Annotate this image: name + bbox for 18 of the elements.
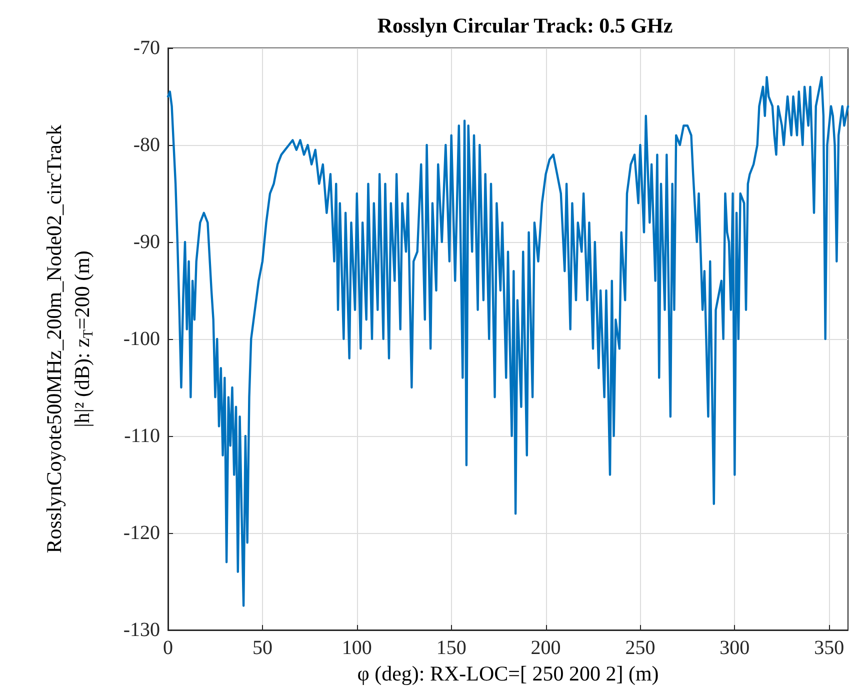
x-tick-label: 200 xyxy=(530,637,561,659)
line-series xyxy=(166,76,850,607)
x-axis-title: φ (deg): RX-LOC=[ 250 200 2] (m) xyxy=(357,661,659,686)
x-tick-label: 350 xyxy=(814,637,844,659)
y-tick-label: -110 xyxy=(124,425,160,447)
y-tick-label: -70 xyxy=(133,37,160,59)
x-tick-label: 300 xyxy=(720,637,750,659)
y-tick-label: -120 xyxy=(123,522,160,544)
x-tick-label: 250 xyxy=(625,637,656,659)
y-tick-label: -130 xyxy=(123,619,160,641)
chart-title: Rosslyn Circular Track: 0.5 GHz xyxy=(377,14,673,38)
y-tick-label: -100 xyxy=(123,328,160,350)
y-tick-label: -90 xyxy=(133,231,160,253)
x-tick-label: 50 xyxy=(252,637,272,659)
y-tick-label: -80 xyxy=(133,134,160,156)
x-tick-label: 150 xyxy=(436,637,466,659)
x-tick-label: 0 xyxy=(163,637,173,659)
x-tick-label: 100 xyxy=(342,637,372,659)
